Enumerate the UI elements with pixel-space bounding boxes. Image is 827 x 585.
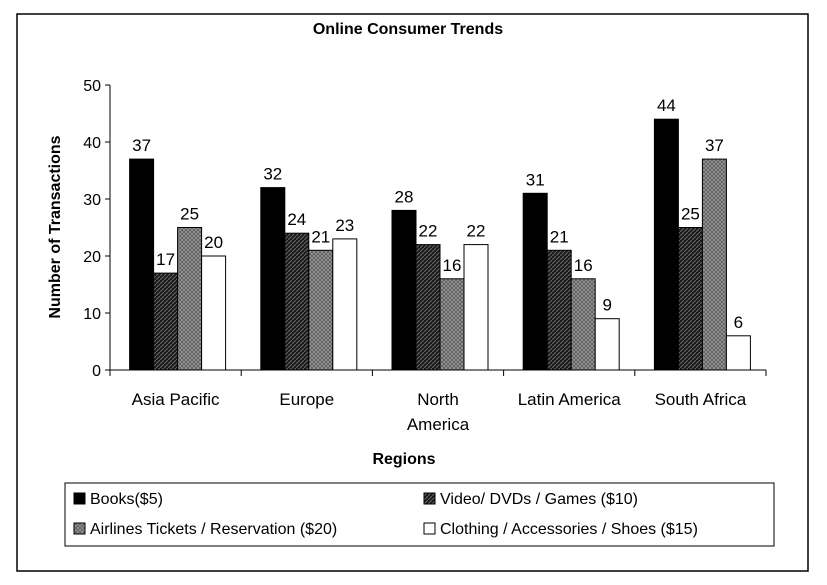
data-label: 44: [657, 96, 676, 115]
data-label: 16: [574, 256, 593, 275]
data-label: 21: [311, 227, 330, 246]
y-tick-label: 40: [83, 135, 101, 152]
legend-label: Video/ DVDs / Games ($10): [440, 491, 638, 508]
legend-label: Airlines Tickets / Reservation ($20): [90, 521, 337, 538]
bar: [260, 187, 286, 371]
legend-swatch: [73, 522, 86, 535]
legend-label: Books($5): [90, 491, 163, 508]
bar: [391, 209, 417, 371]
data-label: 20: [204, 233, 223, 252]
plot-area: 37 17 25 20 32 24 21 23 28 22 16 22 31 21 16 9 44 25 37 6: [129, 96, 751, 371]
bar: [653, 118, 679, 371]
legend-label: Clothing / Accessories / Shoes ($15): [440, 521, 698, 538]
bar: [546, 249, 572, 371]
y-axis-title: Number of Transactions: [47, 135, 64, 318]
data-label: 16: [443, 256, 462, 275]
bar: [725, 335, 751, 371]
x-tick-label: America: [407, 415, 470, 434]
x-tick-label: North: [417, 390, 459, 409]
data-label: 23: [335, 216, 354, 235]
bar: [308, 249, 334, 371]
legend-swatch: [73, 492, 86, 505]
data-label: 32: [263, 165, 282, 184]
bar: [129, 158, 155, 371]
legend: Books($5) Video/ DVDs / Games ($10) Airlin…: [73, 491, 698, 538]
bar: [677, 227, 703, 371]
bar: [201, 255, 227, 371]
bar: [332, 238, 358, 371]
legend-swatch: [423, 492, 436, 505]
y-axis: 0 10 20 30 40 50: [83, 78, 111, 380]
bar: [522, 192, 548, 371]
data-label: 6: [734, 313, 743, 332]
bar: [439, 278, 465, 371]
bar: [594, 318, 620, 371]
data-label: 22: [419, 222, 438, 241]
x-tick-label: Asia Pacific: [132, 390, 220, 409]
data-label: 37: [132, 136, 151, 155]
x-tick-label: Latin America: [518, 390, 622, 409]
bar: [284, 232, 310, 371]
data-label: 17: [156, 250, 175, 269]
bar: [701, 158, 727, 371]
x-axis-title: Regions: [372, 451, 435, 468]
data-label: 37: [705, 136, 724, 155]
bar: [177, 227, 203, 371]
data-label: 31: [526, 170, 545, 189]
chart-title: Online Consumer Trends: [313, 21, 503, 38]
bar: [415, 244, 441, 371]
x-tick-label: South Africa: [655, 390, 747, 409]
data-label: 25: [681, 205, 700, 224]
y-tick-label: 0: [92, 363, 101, 380]
legend-box: [64, 482, 775, 547]
y-tick-label: 10: [83, 306, 101, 323]
bar: [153, 272, 179, 371]
y-tick-label: 20: [83, 249, 101, 266]
y-tick-label: 30: [83, 192, 101, 209]
data-label: 9: [602, 296, 611, 315]
data-label: 22: [467, 222, 486, 241]
bar: [570, 278, 596, 371]
data-label: 25: [180, 205, 199, 224]
data-label: 24: [287, 210, 306, 229]
data-label: 21: [550, 227, 569, 246]
x-tick-label: Europe: [279, 390, 334, 409]
y-tick-label: 50: [83, 78, 101, 95]
x-axis: Asia Pacific Europe North America Latin Amer…: [109, 369, 767, 434]
data-label: 28: [395, 187, 414, 206]
legend-swatch: [423, 522, 436, 535]
bar: [463, 244, 489, 371]
